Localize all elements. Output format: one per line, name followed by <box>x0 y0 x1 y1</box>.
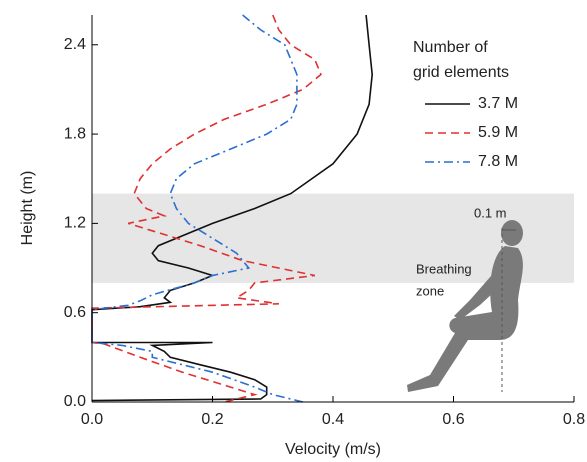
line-series <box>91 14 304 403</box>
legend-label: 7.8 M <box>478 153 518 170</box>
line-series <box>91 14 374 402</box>
y-tick-label: 0.0 <box>64 393 86 410</box>
annotation: Breathing <box>416 261 472 276</box>
y-axis-label: Height (m) <box>19 171 36 246</box>
annotation: zone <box>416 283 444 298</box>
plot: 3.7 M 5.9 M 7.8 M 0.0 0.6 1.2 1.8 2.4 0.0 0.2 0.4 0… <box>64 14 585 428</box>
x-tick-label: 0.6 <box>442 411 464 428</box>
human-figure <box>407 220 523 392</box>
annotation: 0.1 m <box>474 205 507 220</box>
y-tick-label: 1.2 <box>64 215 86 232</box>
legend-label: 5.9 M <box>478 124 518 141</box>
y-tick-label: 0.6 <box>64 304 86 321</box>
legend-label: 3.7 M <box>478 95 518 112</box>
x-axis-label: Velocity (m/s) <box>285 441 381 458</box>
y-tick-label: 1.8 <box>64 125 86 142</box>
y-tick-label: 2.4 <box>64 36 86 53</box>
x-tick-label: 0.2 <box>201 411 223 428</box>
x-tick-label: 0.0 <box>81 411 103 428</box>
legend-title: Number of <box>413 39 488 56</box>
x-tick-label: 0.4 <box>322 411 344 428</box>
x-tick-label: 0.8 <box>563 411 585 428</box>
legend-title: grid elements <box>413 64 509 81</box>
